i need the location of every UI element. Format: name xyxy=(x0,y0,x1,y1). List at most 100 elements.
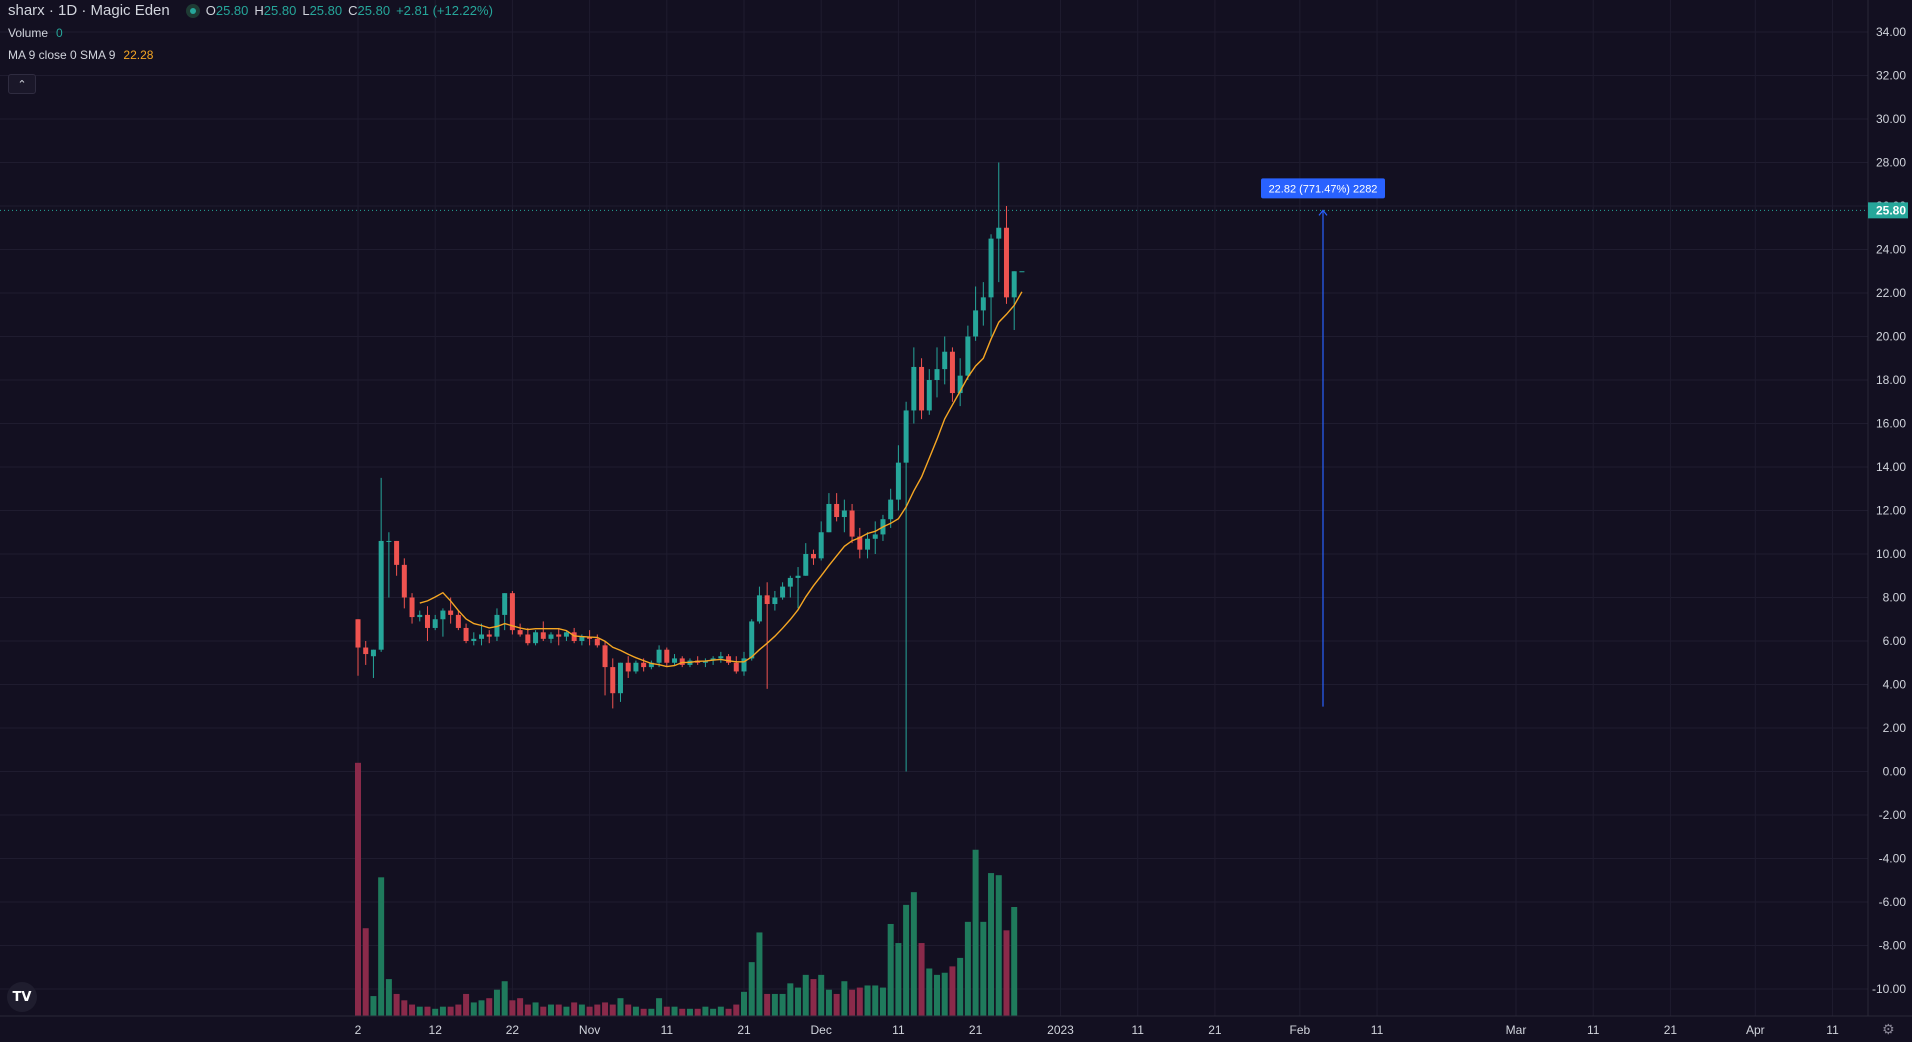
volume-bar xyxy=(995,875,1002,1018)
volume-bar xyxy=(563,1006,570,1018)
volume-bar xyxy=(810,979,817,1018)
candlestick-series xyxy=(355,162,1025,772)
price-tick-label: 22.00 xyxy=(1876,286,1906,300)
volume-bar xyxy=(586,1006,593,1018)
volume-bar xyxy=(478,1000,485,1018)
candle-body xyxy=(865,538,871,550)
volume-bar xyxy=(717,1006,724,1018)
price-tick-label: 6.00 xyxy=(1883,634,1907,648)
price-tick-label: 20.00 xyxy=(1876,330,1906,344)
market-status-icon xyxy=(185,4,200,18)
close-label: C xyxy=(348,3,358,18)
collapse-legend-button[interactable]: ⌃ xyxy=(8,74,36,94)
legend-ma-row[interactable]: MA 9 close 0 SMA 9 22.28 xyxy=(8,44,499,66)
candle-body xyxy=(926,380,932,411)
price-tick-label: -6.00 xyxy=(1879,895,1907,909)
time-axis[interactable]: 2 12 22 Nov 11 21 Dec 11 21 2023 11 21 Feb 11 Mar 11 21 A… xyxy=(0,1015,1912,1042)
volume-bar xyxy=(594,1004,601,1018)
high-label: H xyxy=(254,3,264,18)
volume-bar xyxy=(733,1004,740,1018)
volume-bar xyxy=(903,904,910,1018)
candle-body xyxy=(672,658,678,663)
price-range-measure[interactable]: 22.82 (771.47%) 2282 xyxy=(1261,178,1385,707)
volume-bar xyxy=(401,1000,408,1018)
candle-body xyxy=(424,614,430,628)
candle-body xyxy=(934,369,940,380)
candle-body xyxy=(525,634,531,644)
volume-bar xyxy=(532,1002,539,1018)
candle-body xyxy=(610,667,616,694)
candle-body xyxy=(579,636,585,641)
volume-bar xyxy=(509,1000,516,1018)
volume-bar xyxy=(771,993,778,1018)
candle-body xyxy=(1011,271,1017,298)
candle-body xyxy=(463,627,469,641)
candle-body xyxy=(409,597,415,618)
price-axis[interactable]: 34.0032.0030.0028.0026.0024.0022.0020.00… xyxy=(1867,0,1912,1042)
candle-body xyxy=(718,656,724,659)
candle-body xyxy=(363,647,369,655)
volume-bar xyxy=(957,957,964,1018)
measure-badge xyxy=(1261,178,1385,199)
candle-body xyxy=(448,610,454,615)
volume-bar xyxy=(825,989,832,1018)
legend-volume-row[interactable]: Volume 0 xyxy=(8,22,499,44)
measure-label: 22.82 (771.47%) 2282 xyxy=(1269,183,1378,195)
candle-body xyxy=(370,649,376,657)
candle-body xyxy=(749,621,755,659)
volume-bar xyxy=(756,932,763,1018)
candle-body xyxy=(471,638,477,641)
volume-bar xyxy=(648,1008,655,1018)
price-tick-label: 2.00 xyxy=(1883,721,1907,735)
volume-bar xyxy=(725,1008,732,1018)
symbol-title[interactable]: sharx · 1D · Magic Eden xyxy=(8,2,170,19)
volume-bar xyxy=(988,873,995,1018)
tradingview-logo[interactable]: TV xyxy=(7,982,37,1012)
measure-arrow-icon xyxy=(1318,209,1328,216)
volume-bar xyxy=(362,928,369,1018)
change-value: +2.81 (+12.22%) xyxy=(396,3,493,18)
candle-body xyxy=(787,577,793,587)
candle-body xyxy=(942,351,948,370)
volume-bar xyxy=(1003,930,1010,1018)
candle-body xyxy=(741,658,747,672)
candle-body xyxy=(556,634,562,637)
volume-bar xyxy=(934,974,940,1018)
volume-bar xyxy=(671,1006,678,1018)
volume-bar xyxy=(447,1006,454,1018)
volume-bar xyxy=(463,993,470,1018)
candle-body xyxy=(834,503,840,518)
volume-bar xyxy=(1011,907,1018,1018)
volume-value: 0 xyxy=(56,26,63,40)
time-tick-label: 11 xyxy=(1131,1023,1144,1037)
volume-bar xyxy=(802,974,809,1018)
chart-grid xyxy=(0,0,1868,1016)
price-tick-label: 18.00 xyxy=(1876,373,1906,387)
candle-body xyxy=(656,649,662,663)
gear-icon[interactable]: ⚙ xyxy=(1882,1022,1895,1038)
volume-bar xyxy=(609,1004,616,1018)
price-tick-label: 10.00 xyxy=(1876,547,1906,561)
volume-bar xyxy=(872,985,879,1018)
volume-bar xyxy=(795,987,802,1018)
candle-body xyxy=(1019,271,1025,273)
volume-bar xyxy=(486,998,493,1018)
price-tick-label: 28.00 xyxy=(1876,156,1906,170)
time-axis-bg xyxy=(0,1016,1912,1042)
candle-body xyxy=(733,662,739,672)
candle-body xyxy=(648,662,654,668)
candle-body xyxy=(911,366,917,411)
volume-bar xyxy=(787,983,794,1018)
candle-body xyxy=(679,658,685,665)
candle-body xyxy=(417,614,423,618)
candle-body xyxy=(633,662,639,672)
time-tick-label: 11 xyxy=(1371,1023,1384,1037)
volume-bar xyxy=(833,993,840,1018)
price-tick-label: 8.00 xyxy=(1883,591,1907,605)
last-price-label: 25.80 xyxy=(1876,203,1906,217)
candle-body xyxy=(818,532,824,559)
candle-body xyxy=(486,634,492,637)
candle-body xyxy=(888,499,894,520)
candle-body xyxy=(857,536,863,550)
